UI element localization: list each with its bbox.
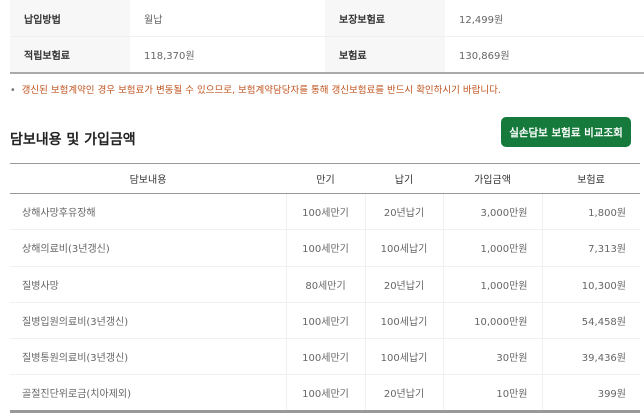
- coverage-name: 골절진단위로금(치아제외): [10, 374, 286, 412]
- table-row: 골절진단위로금(치아제외) 100세만기 20년납기 10만원 399원: [10, 374, 640, 412]
- renewal-notice: • 갱신된 보험계약인 경우 보험료가 변동될 수 있으므로, 보험계약담당자를 …: [10, 82, 501, 96]
- coverage-name: 질병통원의료비(3년갱신): [10, 338, 286, 375]
- coverage-name: 질병입원의료비(3년갱신): [10, 301, 286, 339]
- coverage-name: 상해의료비(3년갱신): [10, 229, 286, 267]
- coverage-amount: 1,000만원: [442, 229, 542, 267]
- header-maturity: 만기: [286, 163, 365, 194]
- summary-value: 월납: [144, 14, 163, 26]
- table-row: 질병입원의료비(3년갱신) 100세만기 100세납기 10,000만원 54,458원: [10, 301, 640, 339]
- payment-period: 20년납기: [364, 192, 443, 230]
- premium: 54,458원: [541, 301, 640, 339]
- summary-value: 118,370원: [144, 51, 195, 62]
- maturity: 100세만기: [285, 229, 365, 267]
- payment-period: 20년납기: [364, 374, 443, 412]
- premium-summary: 납입방법 월납 보장보험료 12,499원 적립보험료 118,370원 보험료…: [10, 0, 644, 74]
- table-header-row: 담보내용 만기 납기 가입금액 보험료: [10, 163, 640, 194]
- header-amount: 가입금액: [443, 163, 542, 194]
- premium: 1,800원: [541, 192, 640, 230]
- maturity: 100세만기: [285, 301, 365, 339]
- coverage-amount: 1,000만원: [442, 265, 542, 303]
- coverage-amount: 10만원: [442, 374, 542, 412]
- premium: 399원: [541, 374, 640, 412]
- maturity: 100세만기: [285, 338, 365, 375]
- summary-label: 보험료: [325, 37, 445, 72]
- summary-row: 적립보험료 118,370원 보험료 130,869원: [10, 36, 644, 72]
- premium: 7,313원: [541, 229, 640, 267]
- coverage-table: 담보내용 만기 납기 가입금액 보험료 상해사망후유장해 100세만기 20년납기 3…: [10, 163, 640, 413]
- coverage-amount: 3,000만원: [442, 192, 542, 230]
- coverage-name: 상해사망후유장해: [10, 192, 286, 230]
- compare-premium-button[interactable]: 실손담보 보험료 비교조회: [501, 117, 631, 147]
- summary-value: 12,499원: [459, 14, 504, 26]
- premium: 39,436원: [541, 338, 640, 375]
- table-row: 질병사망 80세만기 20년납기 1,000만원 10,300원: [10, 265, 640, 303]
- notice-text: 갱신된 보험계약인 경우 보험료가 변동될 수 있으므로, 보험계약담당자를 통…: [21, 85, 501, 96]
- premium: 10,300원: [541, 265, 640, 303]
- summary-label: 보장보험료: [325, 0, 445, 36]
- payment-period: 100세납기: [364, 301, 443, 339]
- summary-value: 130,869원: [459, 51, 510, 62]
- summary-label: 납입방법: [10, 0, 130, 36]
- payment-period: 100세납기: [364, 229, 443, 267]
- summary-row: 납입방법 월납 보장보험료 12,499원: [10, 0, 644, 36]
- header-coverage: 담보내용: [10, 163, 286, 194]
- payment-period: 20년납기: [364, 265, 443, 303]
- summary-label: 적립보험료: [10, 37, 130, 72]
- table-row: 질병통원의료비(3년갱신) 100세만기 100세납기 30만원 39,436원: [10, 338, 640, 375]
- maturity: 100세만기: [285, 192, 365, 230]
- header-premium: 보험료: [542, 163, 640, 194]
- maturity: 100세만기: [285, 374, 365, 412]
- section-title: 담보내용 및 가입금액: [10, 132, 136, 148]
- table-row: 상해사망후유장해 100세만기 20년납기 3,000만원 1,800원: [10, 192, 640, 230]
- payment-period: 100세납기: [364, 338, 443, 375]
- table-row: 상해의료비(3년갱신) 100세만기 100세납기 1,000만원 7,313원: [10, 229, 640, 267]
- coverage-amount: 30만원: [442, 338, 542, 375]
- maturity: 80세만기: [285, 265, 365, 303]
- bullet-icon: •: [10, 85, 16, 96]
- header-payment-period: 납기: [365, 163, 443, 194]
- coverage-amount: 10,000만원: [442, 301, 542, 339]
- coverage-name: 질병사망: [10, 265, 286, 303]
